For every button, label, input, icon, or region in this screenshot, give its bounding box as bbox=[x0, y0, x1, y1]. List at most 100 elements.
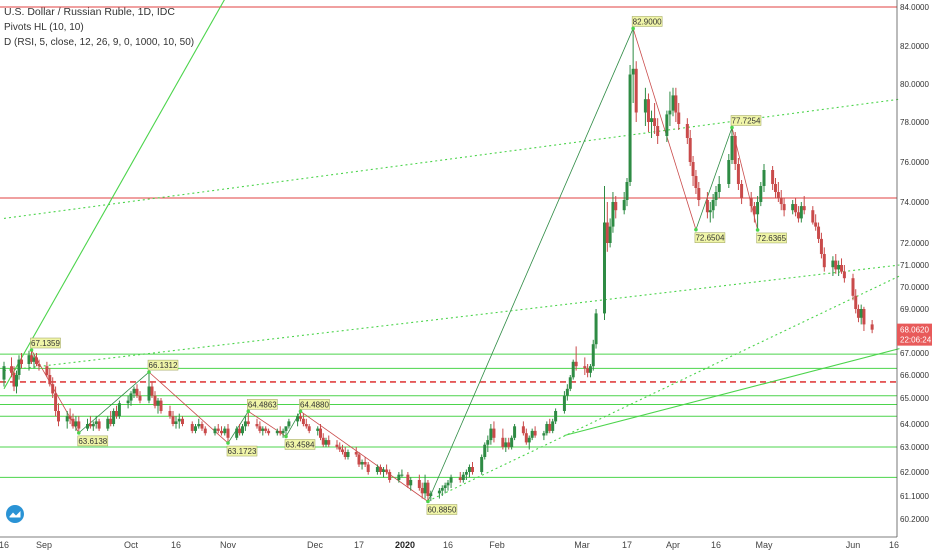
candle-body bbox=[486, 440, 490, 445]
candle-body bbox=[594, 313, 598, 345]
candle-body bbox=[296, 416, 300, 422]
pivot-label-box bbox=[631, 16, 663, 27]
candle bbox=[316, 426, 320, 436]
tradingview-logo-icon[interactable] bbox=[6, 505, 24, 523]
candle-body bbox=[802, 206, 806, 211]
candle-body bbox=[834, 260, 838, 270]
candle-body bbox=[190, 424, 194, 431]
y-tick-label: 84.0000 bbox=[900, 3, 929, 12]
x-tick-label: Dec bbox=[307, 540, 324, 550]
candle-body bbox=[156, 400, 160, 406]
candle bbox=[507, 437, 511, 450]
candle-body bbox=[88, 424, 92, 427]
candle bbox=[382, 467, 386, 478]
candle bbox=[565, 384, 569, 401]
candle-body bbox=[343, 452, 347, 457]
candle bbox=[854, 289, 858, 314]
candle-body bbox=[492, 428, 496, 438]
pivot-label-high: 66.1312 bbox=[147, 359, 179, 374]
pivot-label-low: 72.6365 bbox=[755, 228, 787, 244]
candle-body bbox=[338, 447, 342, 450]
candle bbox=[628, 65, 632, 186]
candle-body bbox=[378, 467, 382, 472]
candle-body bbox=[527, 437, 531, 443]
pivot-label-text: 64.4880 bbox=[300, 400, 329, 409]
candle-body bbox=[548, 424, 552, 431]
candle bbox=[762, 164, 766, 192]
candle bbox=[756, 196, 760, 231]
indicator-pivots[interactable]: Pivots HL (10, 10) bbox=[4, 22, 84, 33]
candle bbox=[650, 110, 654, 138]
candle-body bbox=[694, 176, 698, 188]
candle bbox=[135, 384, 139, 398]
candle-body bbox=[129, 393, 133, 401]
x-tick-label: Oct bbox=[124, 540, 139, 550]
candle bbox=[717, 176, 721, 198]
indicator-rsi-divergence[interactable]: D (RSI, 5, close, 12, 26, 9, 0, 1000, 10… bbox=[4, 37, 195, 48]
candle-body bbox=[554, 411, 558, 422]
candle-body bbox=[650, 118, 654, 122]
candle-body bbox=[443, 485, 447, 488]
candle bbox=[153, 391, 157, 409]
candle bbox=[634, 61, 638, 122]
candle-body bbox=[752, 206, 756, 215]
candle bbox=[156, 398, 160, 414]
candle bbox=[278, 426, 282, 436]
candle bbox=[749, 192, 753, 213]
candle bbox=[697, 182, 701, 207]
trend-line[interactable] bbox=[3, 264, 900, 372]
pivot-label-low: 63.4584 bbox=[284, 434, 316, 450]
candle-body bbox=[51, 384, 55, 394]
candle bbox=[338, 442, 342, 452]
candle-body bbox=[862, 309, 866, 325]
y-tick-label: 63.0000 bbox=[900, 443, 929, 452]
y-tick-label: 61.1000 bbox=[900, 492, 929, 501]
candle-body bbox=[811, 210, 815, 223]
candle bbox=[238, 424, 242, 436]
candle-body bbox=[275, 430, 279, 434]
trend-line[interactable] bbox=[3, 0, 225, 390]
trend-lines bbox=[3, 0, 900, 502]
pivot-dot bbox=[77, 431, 81, 435]
candle-body bbox=[301, 418, 305, 424]
trend-line[interactable] bbox=[427, 275, 900, 502]
pivot-label-text: 72.6365 bbox=[757, 234, 786, 243]
candle bbox=[802, 196, 806, 215]
y-tick-label: 78.0000 bbox=[900, 118, 929, 127]
candle bbox=[530, 428, 534, 441]
candle-body bbox=[446, 482, 450, 486]
pivot-label-box bbox=[147, 359, 179, 371]
candle bbox=[677, 103, 681, 130]
pivot-label-box bbox=[426, 504, 458, 515]
candle-body bbox=[668, 110, 672, 115]
candle bbox=[319, 424, 322, 441]
y-tick-label: 76.0000 bbox=[900, 158, 929, 167]
trend-line[interactable] bbox=[3, 98, 900, 219]
candle-body bbox=[643, 99, 647, 113]
candle-body bbox=[471, 467, 474, 472]
candle-body bbox=[542, 433, 546, 436]
candle-body bbox=[426, 482, 430, 496]
candle bbox=[603, 186, 606, 320]
candle bbox=[583, 357, 587, 375]
candle bbox=[691, 156, 695, 186]
y-tick-label: 62.0000 bbox=[900, 468, 929, 477]
candle-body bbox=[200, 424, 204, 429]
candle bbox=[668, 91, 672, 126]
candle bbox=[301, 413, 305, 427]
candle-body bbox=[771, 170, 775, 184]
candle-body bbox=[284, 426, 288, 431]
candle-body bbox=[759, 186, 763, 202]
candle-body bbox=[15, 375, 18, 387]
candle-body bbox=[530, 430, 534, 438]
candle bbox=[194, 424, 197, 434]
trend-line[interactable] bbox=[564, 348, 900, 437]
candle-body bbox=[159, 400, 163, 411]
candle-body bbox=[831, 260, 835, 268]
candle bbox=[446, 480, 450, 491]
candle-body bbox=[203, 428, 207, 434]
candle bbox=[15, 370, 18, 394]
